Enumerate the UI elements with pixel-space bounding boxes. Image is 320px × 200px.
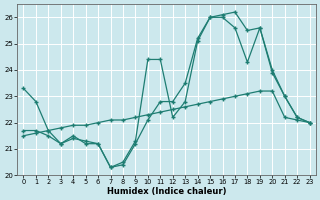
X-axis label: Humidex (Indice chaleur): Humidex (Indice chaleur)	[107, 187, 226, 196]
